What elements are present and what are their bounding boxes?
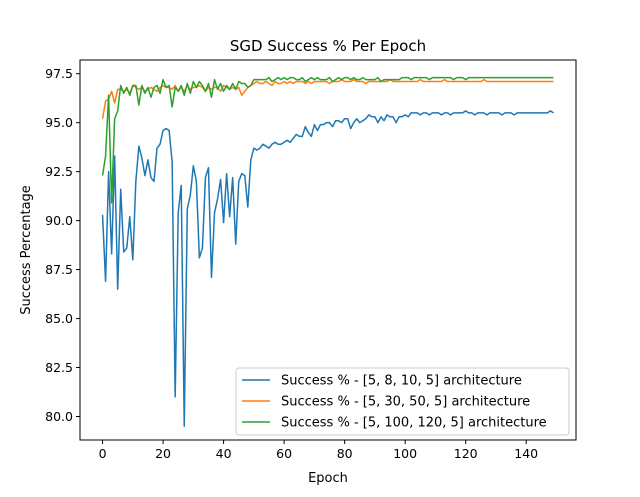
x-tick-label: 80 bbox=[337, 446, 353, 461]
legend-box bbox=[235, 367, 570, 436]
y-tick-label: 97.5 bbox=[45, 66, 73, 81]
legend-items: Success % - [5, 8, 10, 5] architecture Su… bbox=[242, 374, 547, 431]
x-tick-label: 60 bbox=[276, 446, 292, 461]
y-axis-label: Success Percentage bbox=[19, 185, 34, 315]
y-tick-label: 95.0 bbox=[45, 115, 73, 130]
x-axis-label: Epoch bbox=[308, 471, 348, 486]
y-tick-label: 85.0 bbox=[45, 311, 73, 326]
x-tick-label: 40 bbox=[216, 446, 232, 461]
x-tick-label: 0 bbox=[99, 446, 107, 461]
legend: Success % - [5, 8, 10, 5] architecture Su… bbox=[235, 367, 570, 436]
y-tick-label: 80.0 bbox=[45, 409, 73, 424]
y-tick-label: 90.0 bbox=[45, 213, 73, 228]
legend-label-2: Success % - [5, 100, 120, 5] architectur… bbox=[281, 416, 547, 431]
chart-title: SGD Success % Per Epoch bbox=[230, 37, 426, 55]
series-layer bbox=[101, 76, 554, 428]
x-tick-label: 100 bbox=[393, 446, 417, 461]
plot-frame bbox=[79, 59, 577, 441]
legend-label-1: Success % - [5, 30, 50, 5] architecture bbox=[281, 395, 530, 410]
series-line-2 bbox=[101, 76, 554, 204]
y-tick-label: 82.5 bbox=[45, 360, 73, 375]
x-tick-label: 20 bbox=[155, 446, 171, 461]
y-tick-label: 87.5 bbox=[45, 262, 73, 277]
legend-label-0: Success % - [5, 8, 10, 5] architecture bbox=[281, 374, 522, 389]
series-line-0 bbox=[101, 110, 554, 428]
x-tick-label: 140 bbox=[514, 446, 538, 461]
y-tick-label: 92.5 bbox=[45, 164, 73, 179]
y-ticks: 80.0 82.5 85.0 87.5 90.0 92.5 95.0 97.5 bbox=[45, 66, 80, 424]
x-tick-label: 120 bbox=[454, 446, 478, 461]
x-ticks: 0 20 40 60 80 100 120 140 bbox=[99, 440, 538, 461]
